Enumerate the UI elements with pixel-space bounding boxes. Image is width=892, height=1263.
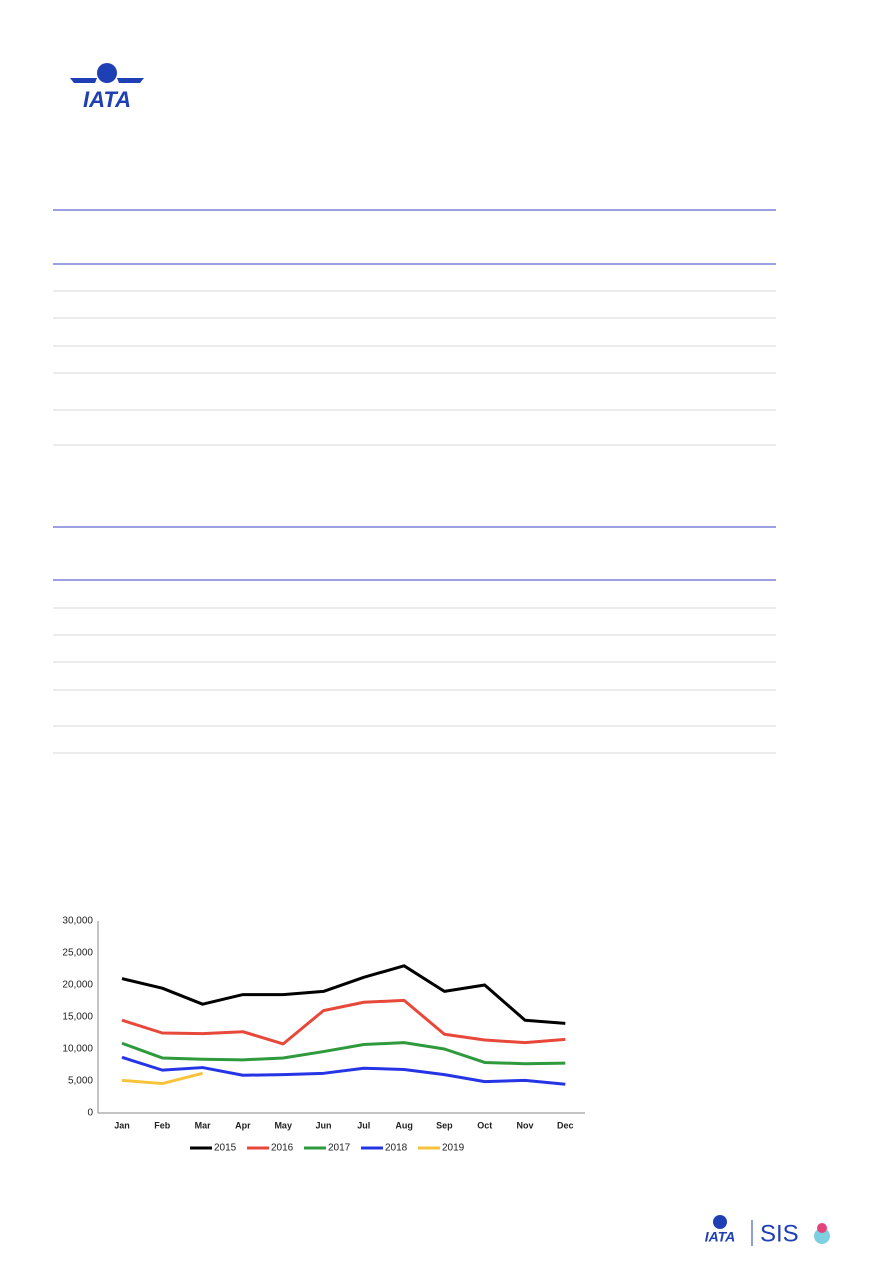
legend-label: 2017 — [328, 1143, 351, 1154]
tables — [53, 209, 776, 754]
x-tick-label: Dec — [557, 1120, 574, 1130]
legend-label: 2016 — [271, 1143, 294, 1154]
y-tick-label: 25,000 — [62, 948, 93, 959]
y-tick-label: 30,000 — [62, 916, 93, 927]
product-text: SIS — [760, 1220, 799, 1247]
series-line — [121, 1041, 566, 1066]
logo-text: IATA — [705, 1229, 736, 1245]
globe — [713, 1215, 727, 1229]
x-tick-label: Mar — [195, 1120, 212, 1130]
x-tick-label: Oct — [477, 1120, 492, 1130]
y-tick-label: 10,000 — [62, 1044, 93, 1055]
x-tick-label: Jul — [357, 1120, 370, 1130]
x-tick-label: Sep — [436, 1120, 453, 1130]
legend-label: 2018 — [385, 1143, 408, 1154]
x-tick-label: Feb — [154, 1120, 171, 1130]
y-tick-label: 5,000 — [68, 1076, 93, 1087]
y-tick-label: 15,000 — [62, 1012, 93, 1023]
logo-text: IATA — [83, 87, 131, 112]
x-tick-label: Aug — [395, 1120, 413, 1130]
series-line — [121, 1055, 566, 1086]
product-icon — [814, 1228, 830, 1244]
legend-label: 2015 — [214, 1143, 237, 1154]
x-tick-label: May — [274, 1120, 292, 1130]
header-logo: IATA — [70, 63, 144, 112]
wings — [70, 78, 144, 83]
series-line — [121, 964, 566, 1025]
y-tick-label: 0 — [87, 1108, 93, 1119]
footer-logo: IATA SIS — [705, 1215, 830, 1247]
legend-label: 2019 — [442, 1143, 465, 1154]
chart: 0 5,000 10,000 15,000 20,000 25,000 30,000 Jan F… — [62, 916, 585, 1154]
series-line — [121, 1071, 203, 1086]
x-tick-label: Jan — [114, 1120, 130, 1130]
series-line — [121, 998, 566, 1046]
x-tick-label: Nov — [516, 1120, 533, 1130]
product-icon — [817, 1223, 827, 1233]
x-tick-label: Apr — [235, 1120, 251, 1130]
y-tick-label: 20,000 — [62, 980, 93, 991]
globe — [97, 63, 117, 83]
x-tick-label: Jun — [315, 1120, 331, 1130]
